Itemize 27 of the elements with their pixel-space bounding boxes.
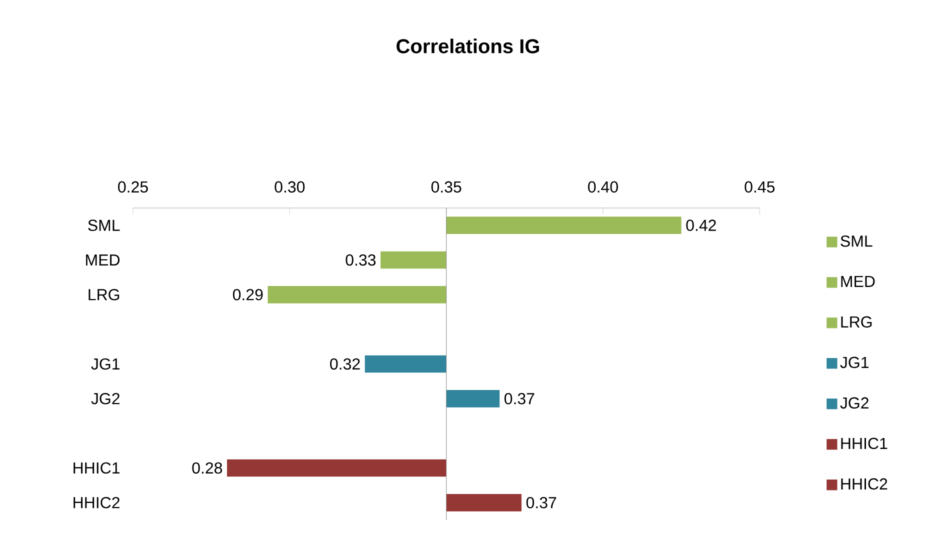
y-tick-label: JG1 [91, 358, 120, 370]
legend-label: SML [840, 235, 872, 247]
data-label: 0.42 [686, 220, 716, 231]
data-label: 0.29 [232, 289, 263, 300]
legend-label: HHIC2 [841, 478, 888, 490]
data-label: 0.33 [346, 254, 376, 266]
chart-title: Correlations IG [396, 38, 539, 54]
x-tick-label: 0.35 [431, 181, 462, 193]
legend-label: JG2 [840, 397, 868, 409]
y-tick-label: LRG [88, 289, 120, 300]
y-tick-label: MED [86, 254, 120, 266]
data-label: 0.28 [192, 462, 222, 474]
y-tick-label: SML [88, 220, 120, 231]
data-label: 0.37 [504, 392, 534, 404]
legend-label: JG1 [840, 356, 868, 368]
y-tick-label: HHIC2 [74, 496, 120, 508]
x-tick-label: 0.25 [118, 181, 148, 193]
x-tick-label: 0.40 [588, 181, 618, 193]
x-tick-label: 0.45 [744, 181, 775, 193]
x-tick-label: 0.30 [274, 181, 305, 193]
legend-label: LRG [841, 316, 872, 328]
legend-label: MED [841, 276, 875, 287]
y-tick-label: HHIC1 [74, 462, 120, 474]
y-tick-label: JG2 [91, 392, 120, 404]
legend-label: HHIC1 [841, 438, 888, 450]
data-label: 0.32 [330, 358, 360, 370]
data-label: 0.37 [526, 496, 556, 508]
